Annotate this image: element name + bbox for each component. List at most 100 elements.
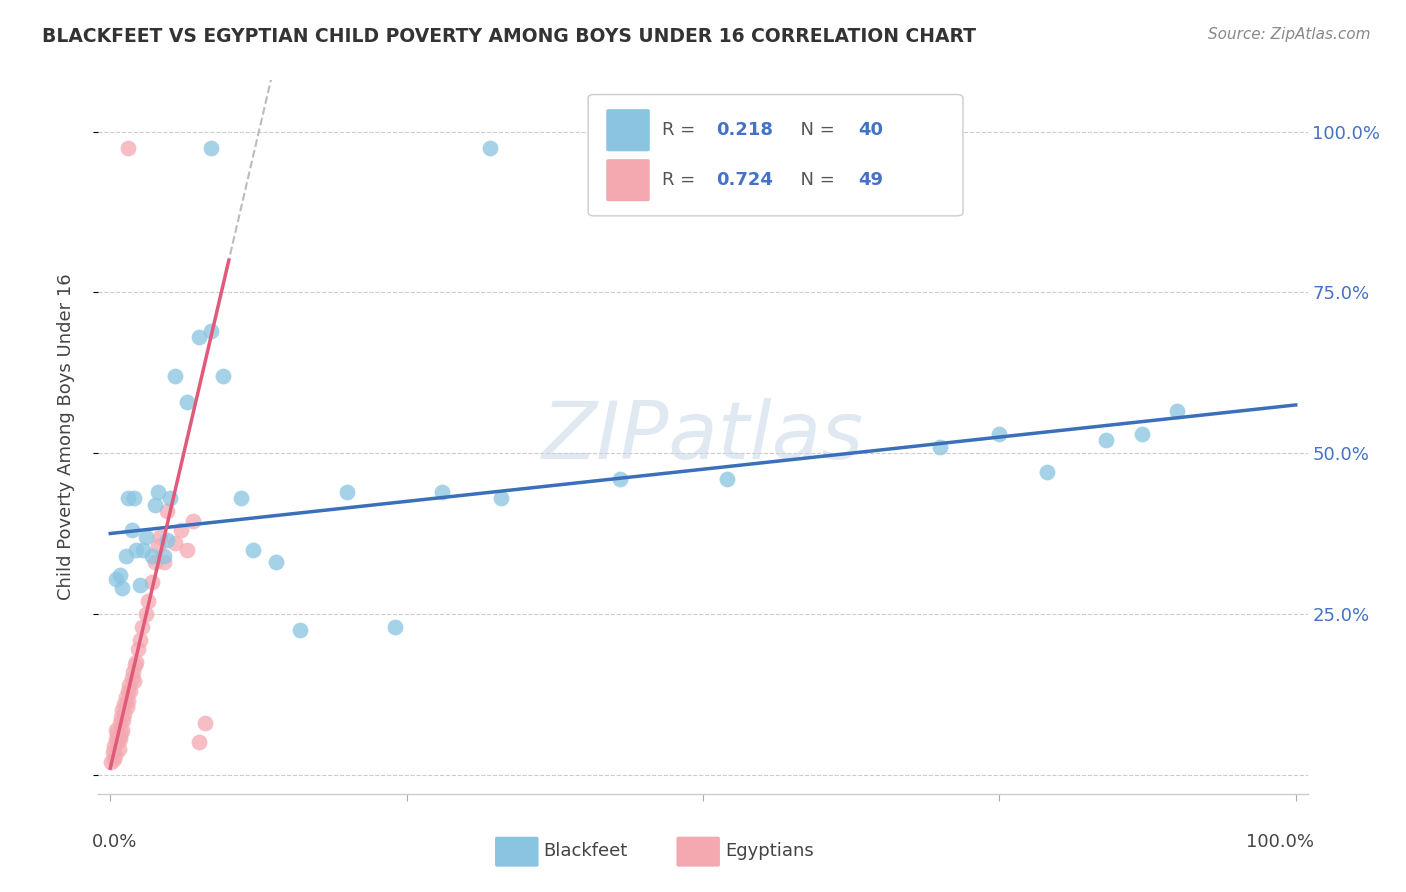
Point (135, 530, 157, 544)
Point (188, 735, 211, 749)
Point (478, 141, 501, 155)
Point (124, 658, 146, 673)
Text: ZIPatlas: ZIPatlas (541, 398, 865, 476)
Point (117, 491, 139, 505)
Point (1095, 434, 1118, 448)
Point (103, 739, 125, 753)
Point (105, 723, 128, 737)
Point (384, 620, 406, 634)
Point (125, 542, 148, 557)
Point (176, 394, 198, 409)
Point (141, 549, 163, 563)
Text: Source: ZipAtlas.com: Source: ZipAtlas.com (1208, 27, 1371, 42)
Point (146, 540, 169, 554)
Point (132, 542, 155, 557)
Point (105, 726, 128, 740)
Point (242, 542, 264, 557)
Point (129, 578, 152, 592)
FancyBboxPatch shape (606, 159, 650, 202)
Point (121, 671, 143, 685)
Point (491, 491, 513, 505)
Point (146, 484, 169, 499)
Point (112, 713, 135, 727)
Point (136, 594, 159, 608)
Text: 100.0%: 100.0% (1246, 833, 1313, 851)
Point (1036, 466, 1059, 480)
Point (103, 751, 125, 765)
Text: 40: 40 (858, 121, 883, 139)
FancyBboxPatch shape (676, 837, 720, 867)
Point (135, 607, 157, 621)
Point (114, 549, 136, 563)
Point (127, 642, 149, 657)
Text: 0.0%: 0.0% (93, 833, 138, 851)
Point (176, 542, 198, 557)
Point (170, 524, 193, 538)
Point (212, 369, 235, 384)
FancyBboxPatch shape (606, 109, 650, 152)
Text: Egyptians: Egyptians (724, 842, 814, 860)
Point (716, 472, 738, 486)
Point (159, 491, 181, 505)
Point (929, 440, 952, 454)
Point (115, 700, 138, 714)
Point (114, 697, 136, 711)
Text: 0.218: 0.218 (716, 121, 773, 139)
Point (111, 703, 134, 717)
Point (108, 568, 131, 582)
Text: 49: 49 (858, 171, 883, 189)
Point (188, 330, 211, 344)
Point (143, 556, 166, 570)
Point (117, 684, 139, 698)
Point (194, 716, 217, 731)
Point (121, 524, 143, 538)
Point (101, 745, 124, 759)
Point (120, 684, 142, 698)
Point (336, 484, 359, 499)
Point (105, 572, 128, 586)
Text: R =: R = (662, 121, 700, 139)
Point (609, 472, 631, 486)
Point (229, 491, 252, 505)
Point (105, 732, 128, 747)
Point (1166, 404, 1188, 418)
Point (156, 533, 179, 547)
Point (129, 632, 152, 647)
Point (149, 530, 172, 544)
Text: N =: N = (789, 121, 841, 139)
Point (264, 556, 287, 570)
Point (141, 574, 163, 589)
Point (288, 623, 311, 637)
Point (107, 729, 129, 743)
Point (105, 735, 128, 749)
Point (121, 665, 143, 679)
Point (117, 141, 139, 155)
FancyBboxPatch shape (588, 95, 963, 216)
Point (111, 581, 134, 595)
Point (110, 726, 132, 740)
Point (152, 556, 174, 570)
Point (1130, 426, 1153, 441)
Y-axis label: Child Poverty Among Boys Under 16: Child Poverty Among Boys Under 16 (56, 274, 75, 600)
Point (117, 693, 139, 707)
Point (156, 504, 179, 518)
Point (143, 498, 166, 512)
Point (165, 536, 187, 550)
FancyBboxPatch shape (495, 837, 538, 867)
Point (111, 723, 134, 737)
Point (988, 426, 1011, 441)
Point (122, 491, 145, 505)
Text: N =: N = (789, 171, 841, 189)
Point (200, 324, 222, 338)
Point (165, 369, 187, 384)
Point (108, 716, 131, 731)
Text: BLACKFEET VS EGYPTIAN CHILD POVERTY AMONG BOYS UNDER 16 CORRELATION CHART: BLACKFEET VS EGYPTIAN CHILD POVERTY AMON… (42, 27, 976, 45)
Point (118, 677, 141, 691)
Point (131, 620, 153, 634)
Point (107, 742, 129, 756)
Point (181, 514, 204, 528)
Point (110, 710, 132, 724)
Point (125, 655, 148, 669)
Point (432, 484, 454, 499)
Point (122, 674, 145, 689)
